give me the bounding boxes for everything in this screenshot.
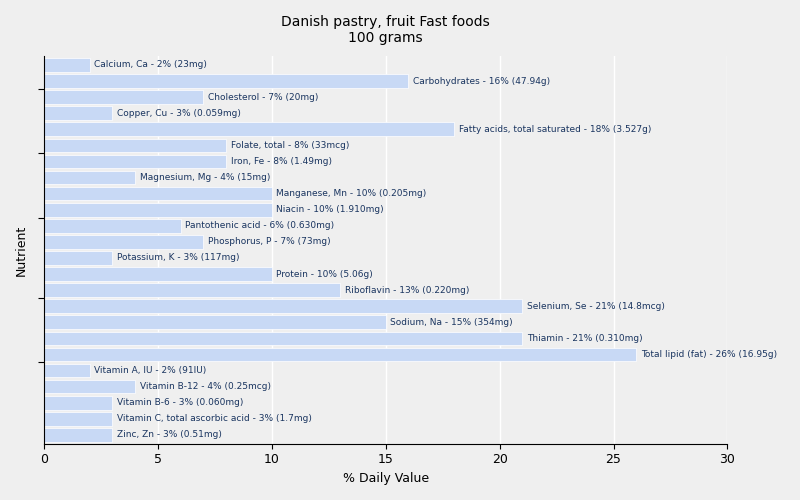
Bar	[44, 122, 454, 136]
Text: Vitamin B-12 - 4% (0.25mcg): Vitamin B-12 - 4% (0.25mcg)	[140, 382, 270, 391]
Bar	[44, 428, 112, 442]
Text: Vitamin A, IU - 2% (91IU): Vitamin A, IU - 2% (91IU)	[94, 366, 206, 375]
Bar	[44, 316, 386, 329]
Bar	[44, 396, 112, 409]
Text: Pantothenic acid - 6% (0.630mg): Pantothenic acid - 6% (0.630mg)	[186, 222, 334, 230]
Text: Cholesterol - 7% (20mg): Cholesterol - 7% (20mg)	[208, 92, 318, 102]
Bar	[44, 412, 112, 426]
Bar	[44, 90, 203, 104]
Bar	[44, 251, 112, 265]
Text: Calcium, Ca - 2% (23mg): Calcium, Ca - 2% (23mg)	[94, 60, 207, 70]
Text: Copper, Cu - 3% (0.059mg): Copper, Cu - 3% (0.059mg)	[117, 108, 241, 118]
Bar	[44, 138, 226, 152]
Text: Thiamin - 21% (0.310mg): Thiamin - 21% (0.310mg)	[527, 334, 642, 343]
Bar	[44, 348, 636, 362]
Text: Riboflavin - 13% (0.220mg): Riboflavin - 13% (0.220mg)	[345, 286, 469, 294]
Text: Manganese, Mn - 10% (0.205mg): Manganese, Mn - 10% (0.205mg)	[276, 189, 426, 198]
Bar	[44, 235, 203, 248]
Bar	[44, 267, 272, 281]
X-axis label: % Daily Value: % Daily Value	[342, 472, 429, 485]
Text: Selenium, Se - 21% (14.8mcg): Selenium, Se - 21% (14.8mcg)	[527, 302, 665, 310]
Bar	[44, 332, 522, 345]
Text: Zinc, Zn - 3% (0.51mg): Zinc, Zn - 3% (0.51mg)	[117, 430, 222, 440]
Text: Iron, Fe - 8% (1.49mg): Iron, Fe - 8% (1.49mg)	[230, 157, 332, 166]
Text: Folate, total - 8% (33mcg): Folate, total - 8% (33mcg)	[230, 141, 349, 150]
Text: Sodium, Na - 15% (354mg): Sodium, Na - 15% (354mg)	[390, 318, 513, 327]
Text: Total lipid (fat) - 26% (16.95g): Total lipid (fat) - 26% (16.95g)	[641, 350, 777, 359]
Bar	[44, 154, 226, 168]
Bar	[44, 170, 135, 184]
Text: Phosphorus, P - 7% (73mg): Phosphorus, P - 7% (73mg)	[208, 238, 330, 246]
Bar	[44, 203, 272, 216]
Bar	[44, 106, 112, 120]
Text: Carbohydrates - 16% (47.94g): Carbohydrates - 16% (47.94g)	[413, 76, 550, 86]
Text: Fatty acids, total saturated - 18% (3.527g): Fatty acids, total saturated - 18% (3.52…	[458, 125, 651, 134]
Title: Danish pastry, fruit Fast foods
100 grams: Danish pastry, fruit Fast foods 100 gram…	[282, 15, 490, 45]
Bar	[44, 58, 90, 72]
Text: Protein - 10% (5.06g): Protein - 10% (5.06g)	[276, 270, 373, 278]
Bar	[44, 219, 181, 232]
Bar	[44, 284, 340, 297]
Bar	[44, 74, 409, 88]
Text: Potassium, K - 3% (117mg): Potassium, K - 3% (117mg)	[117, 254, 239, 262]
Text: Vitamin C, total ascorbic acid - 3% (1.7mg): Vitamin C, total ascorbic acid - 3% (1.7…	[117, 414, 312, 424]
Bar	[44, 364, 90, 378]
Bar	[44, 380, 135, 394]
Y-axis label: Nutrient: Nutrient	[15, 224, 28, 276]
Bar	[44, 187, 272, 200]
Text: Vitamin B-6 - 3% (0.060mg): Vitamin B-6 - 3% (0.060mg)	[117, 398, 243, 407]
Text: Niacin - 10% (1.910mg): Niacin - 10% (1.910mg)	[276, 205, 384, 214]
Text: Magnesium, Mg - 4% (15mg): Magnesium, Mg - 4% (15mg)	[140, 173, 270, 182]
Bar	[44, 300, 522, 313]
